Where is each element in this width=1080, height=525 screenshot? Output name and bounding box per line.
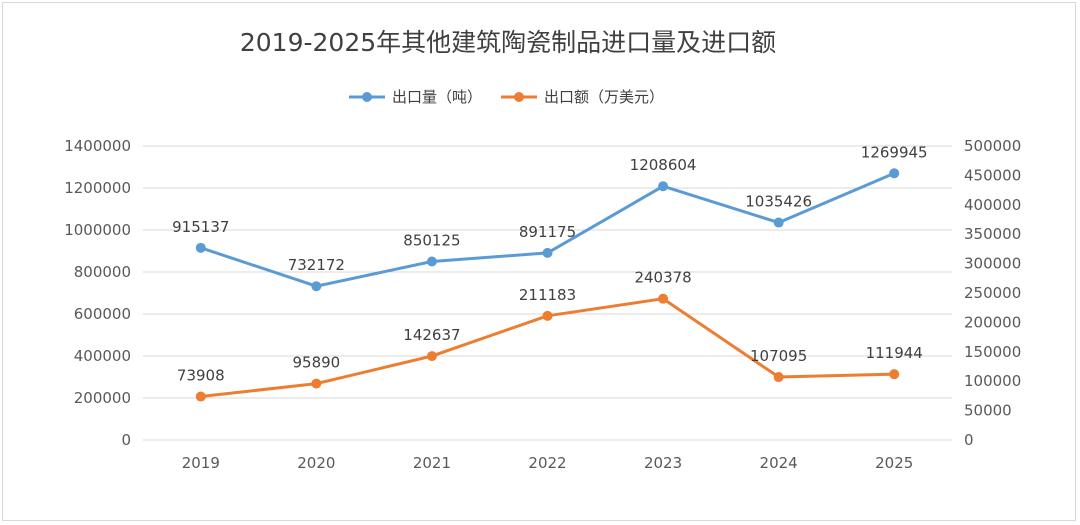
right-tick-label-10: 500000	[964, 137, 1021, 155]
right-tick-label-1: 50000	[964, 402, 1012, 420]
point-value-2021	[426, 351, 437, 362]
left-tick-label-1: 200000	[74, 389, 131, 407]
data-label-value-2023: 240378	[634, 269, 691, 287]
right-tick-label-9: 450000	[964, 166, 1021, 184]
legend: 出口量（吨） 出口额（万美元）	[349, 88, 664, 106]
point-value-2019	[195, 391, 206, 402]
left-tick-label-6: 1200000	[64, 179, 131, 197]
point-volume-2020	[311, 281, 322, 292]
legend-marker-value	[514, 92, 524, 102]
series-layer: 915137 732172 850125 891175 1208604 1035426 12…	[172, 143, 928, 402]
point-volume-2025	[889, 168, 900, 179]
data-label-value-2024: 107095	[750, 347, 807, 365]
series-volume: 915137 732172 850125 891175 1208604 1035426 12…	[172, 143, 928, 292]
x-tick-label-2023: 2023	[644, 454, 682, 472]
right-tick-label-2: 100000	[964, 372, 1021, 390]
point-volume-2023	[658, 181, 669, 192]
left-tick-label-7: 1400000	[64, 137, 131, 155]
x-tick-label-2022: 2022	[528, 454, 566, 472]
data-label-volume-2021: 850125	[403, 231, 460, 249]
series-value: 73908 95890 142637 211183 240378 107095 111944	[177, 269, 923, 402]
right-tick-label-7: 350000	[964, 225, 1021, 243]
chart-title: 2019-2025年其他建筑陶瓷制品进口量及进口额	[240, 28, 776, 57]
x-tick-label-2021: 2021	[413, 454, 451, 472]
right-tick-label-5: 250000	[964, 284, 1021, 302]
x-tick-label-2025: 2025	[875, 454, 913, 472]
left-tick-label-3: 600000	[74, 305, 131, 323]
point-value-2025	[889, 369, 900, 380]
point-volume-2019	[195, 242, 206, 253]
point-volume-2021	[426, 256, 437, 267]
point-volume-2022	[542, 247, 553, 258]
point-value-2024	[773, 372, 784, 383]
data-label-volume-2024: 1035426	[745, 193, 812, 211]
point-value-2020	[311, 378, 322, 389]
point-value-2022	[542, 310, 553, 321]
left-tick-label-2: 400000	[74, 347, 131, 365]
legend-item-volume: 出口量（吨）	[349, 88, 482, 106]
right-tick-label-8: 400000	[964, 196, 1021, 214]
right-tick-label-3: 150000	[964, 343, 1021, 361]
data-label-volume-2020: 732172	[288, 256, 345, 274]
data-label-value-2019: 73908	[177, 367, 225, 385]
right-tick-label-4: 200000	[964, 313, 1021, 331]
left-y-axis: 0 200000 400000 600000 800000 1000000 1200000 1…	[64, 137, 131, 449]
x-tick-label-2019: 2019	[182, 454, 220, 472]
legend-label-value: 出口额（万美元）	[544, 88, 664, 106]
right-y-axis: 0 50000 100000 150000 200000 250000 300000 3500…	[964, 137, 1021, 449]
x-tick-label-2024: 2024	[760, 454, 798, 472]
legend-label-volume: 出口量（吨）	[392, 88, 482, 106]
left-tick-label-0: 0	[121, 431, 131, 449]
right-tick-label-6: 300000	[964, 255, 1021, 273]
data-label-volume-2023: 1208604	[630, 156, 697, 174]
data-label-value-2025: 111944	[866, 344, 923, 362]
left-tick-label-5: 1000000	[64, 221, 131, 239]
point-value-2023	[658, 293, 669, 304]
x-axis: 2019 2020 2021 2022 2023 2024 2025	[182, 454, 914, 472]
data-label-volume-2019: 915137	[172, 218, 229, 236]
legend-marker-volume	[362, 92, 372, 102]
data-label-value-2022: 211183	[519, 286, 576, 304]
right-tick-label-0: 0	[964, 431, 974, 449]
data-label-volume-2025: 1269945	[861, 143, 928, 161]
point-volume-2024	[773, 217, 784, 228]
data-label-value-2020: 95890	[292, 354, 340, 372]
legend-item-value: 出口额（万美元）	[501, 88, 664, 106]
left-tick-label-4: 800000	[74, 263, 131, 281]
x-tick-label-2020: 2020	[297, 454, 335, 472]
data-label-volume-2022: 891175	[519, 223, 576, 241]
data-label-value-2021: 142637	[403, 326, 460, 344]
